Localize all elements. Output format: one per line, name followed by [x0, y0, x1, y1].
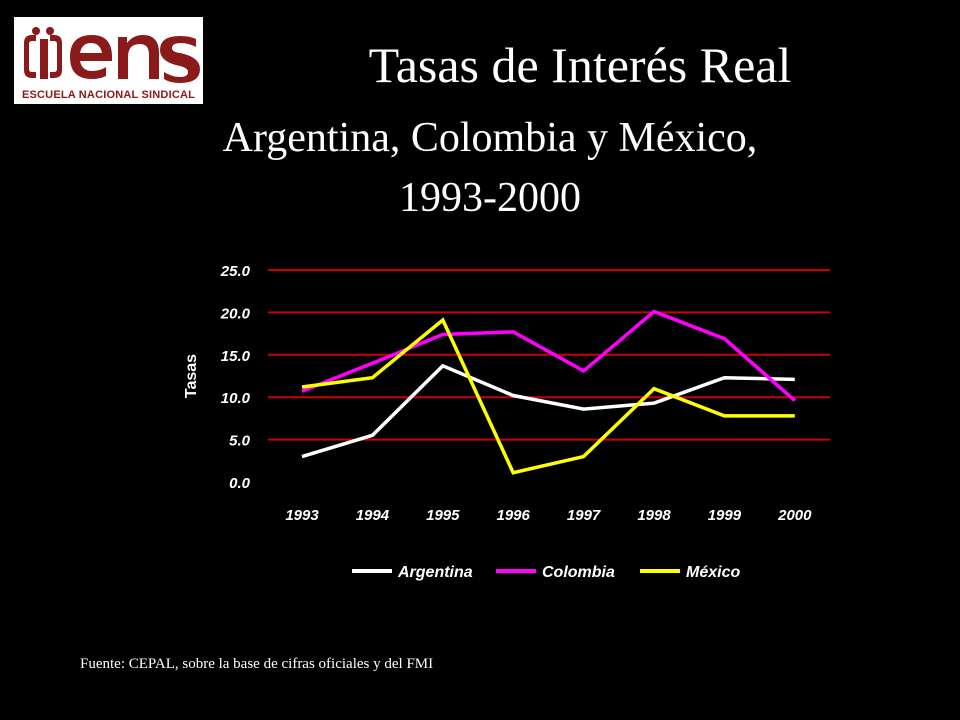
series-line-argentina [301, 363, 795, 459]
chart-series [301, 309, 796, 475]
legend-label-méxico: México [686, 564, 740, 581]
x-tick-label: 1996 [497, 507, 531, 524]
x-tick-label: 1997 [567, 507, 601, 524]
x-tick-label: 1993 [285, 507, 319, 524]
page-title: Tasas de Interés Real [368, 37, 792, 93]
y-tick-label: 15.0 [221, 348, 251, 365]
subtitle-line-1: Argentina, Colombia y México, [222, 115, 758, 161]
x-tick-label: 1999 [708, 507, 742, 524]
legend-label-argentina: Argentina [397, 564, 473, 581]
y-tick-label: 25.0 [220, 263, 251, 280]
x-tick-labels: 1993 1994 1995 1996 1997 1998 1999 2000 [285, 507, 812, 524]
subtitle-line-2: 1993-2000 [399, 175, 581, 221]
ens-logo-graphic [24, 27, 200, 83]
x-tick-label: 2000 [777, 507, 812, 524]
y-tick-label: 0.0 [229, 475, 251, 492]
y-tick-labels: 0.0 5.0 10.0 15.0 20.0 25.0 [220, 263, 251, 492]
legend-label-colombia: Colombia [542, 564, 615, 581]
page-subtitle: Argentina, Colombia y México, 1993-2000 [100, 108, 880, 228]
y-tick-label: 5.0 [229, 433, 251, 450]
y-tick-label: 10.0 [221, 390, 251, 407]
x-tick-label: 1998 [637, 507, 671, 524]
y-axis-label: Tasas [183, 354, 200, 398]
logo-caption: ESCUELA NACIONAL SINDICAL [21, 89, 196, 101]
source-note: Fuente: CEPAL, sobre la base de cifras o… [80, 656, 434, 672]
interest-rate-chart: 0.05.010.015.020.025.0 1993 1994 1995 1996 1… [183, 263, 830, 581]
y-tick-label: 20.0 [220, 305, 251, 322]
series-line-colombia [301, 309, 796, 402]
x-tick-label: 1995 [426, 507, 460, 524]
chart-legend: Argentina Colombia México [352, 564, 740, 581]
x-tick-label: 1994 [356, 507, 390, 524]
ens-logo: ESCUELA NACIONAL SINDICAL [14, 17, 203, 104]
series-line-méxico [301, 317, 795, 475]
